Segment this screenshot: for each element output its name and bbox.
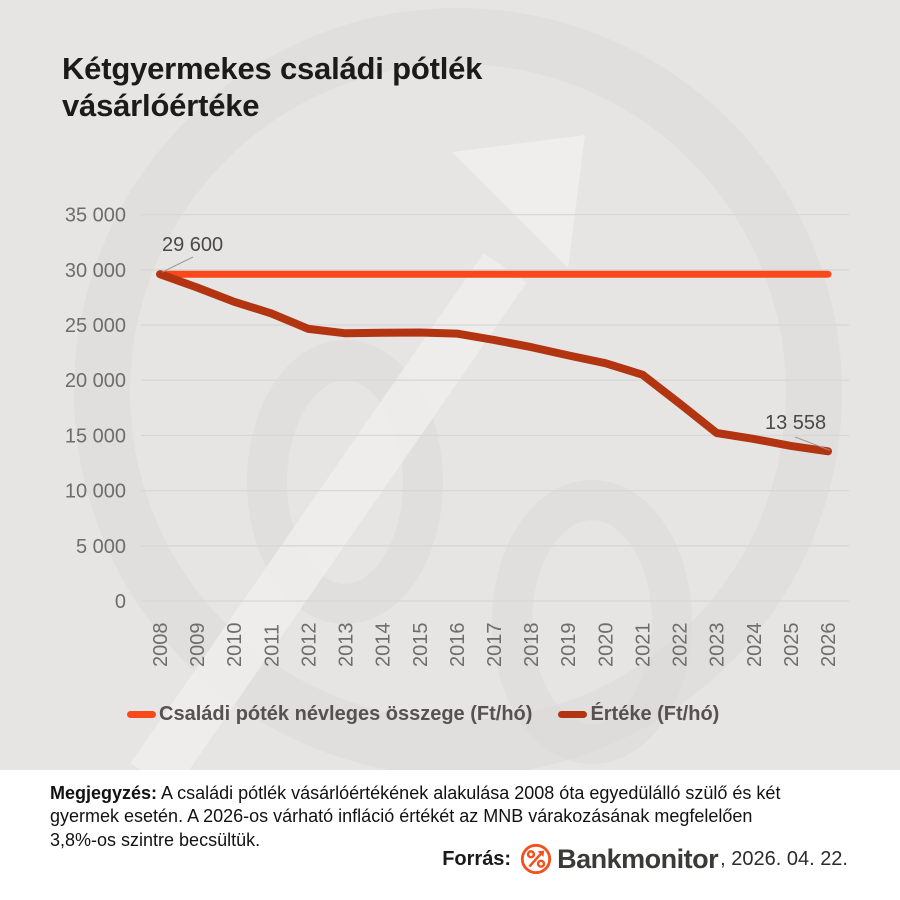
legend-item-nominal: Családi póték névleges összege (Ft/hó)	[127, 703, 532, 726]
svg-text:2008: 2008	[150, 623, 172, 668]
svg-text:2026: 2026	[818, 623, 840, 668]
footnote-line-1: Megjegyzés: A családi pótlék vásárlóérté…	[50, 782, 780, 805]
svg-text:2014: 2014	[373, 623, 395, 668]
chart-title: Kétgyermekes családi pótlék vásárlóérték…	[62, 50, 482, 124]
chart-title-line-2: vásárlóértéke	[62, 88, 260, 124]
svg-text:2015: 2015	[410, 623, 432, 668]
svg-text:13 558: 13 558	[765, 412, 826, 434]
svg-text:2013: 2013	[336, 623, 358, 668]
svg-text:30 000: 30 000	[65, 260, 126, 282]
svg-text:0: 0	[115, 591, 126, 613]
svg-text:2021: 2021	[632, 623, 654, 668]
footnote-label: Megjegyzés:	[50, 783, 158, 803]
nominal-line-swatch	[127, 711, 156, 718]
svg-text:10 000: 10 000	[65, 481, 126, 503]
svg-text:2024: 2024	[744, 623, 766, 668]
source-row: Forrás: Bankmonitor , 2026. 04. 22.	[442, 842, 848, 876]
svg-text:5 000: 5 000	[76, 536, 126, 558]
chart-legend: Családi póték névleges összege (Ft/hó) É…	[127, 703, 887, 726]
chart-panel: Kétgyermekes családi pótlék vásárlóérték…	[0, 0, 900, 770]
svg-text:2018: 2018	[521, 623, 543, 668]
svg-text:2020: 2020	[595, 623, 617, 668]
svg-text:15 000: 15 000	[65, 425, 126, 447]
svg-text:2010: 2010	[224, 623, 246, 668]
source-label: Forrás:	[442, 847, 512, 870]
legend-label-nominal: Családi póték névleges összege (Ft/hó)	[159, 703, 533, 725]
brand-name: Bankmonitor	[557, 843, 719, 874]
footer: Megjegyzés: A családi pótlék vásárlóérté…	[0, 770, 900, 900]
legend-label-real-value: Értéke (Ft/hó)	[590, 703, 720, 725]
chart-plot: 0 5 000 10 000 15 000 20 000 25 000 30 000 35 0…	[65, 205, 849, 668]
svg-text:2016: 2016	[447, 623, 469, 668]
legend-item-real-value: Értéke (Ft/hó)	[558, 703, 719, 726]
svg-text:2009: 2009	[187, 623, 209, 668]
svg-text:2012: 2012	[298, 623, 320, 668]
svg-text:35 000: 35 000	[65, 205, 126, 227]
real-value-line-swatch	[558, 711, 588, 718]
footnote: Megjegyzés: A családi pótlék vásárlóérté…	[50, 782, 780, 852]
svg-text:20 000: 20 000	[65, 370, 126, 392]
svg-text:2023: 2023	[707, 623, 729, 668]
footnote-line-2: gyermek esetén. A 2026-os várható inflác…	[50, 806, 753, 827]
bankmonitor-percent-watermark	[0, 0, 900, 770]
footnote-line-3: 3,8%-os szintre becsültük.	[50, 829, 261, 850]
svg-text:25 000: 25 000	[65, 315, 126, 337]
svg-text:2022: 2022	[670, 623, 692, 668]
svg-text:2019: 2019	[558, 623, 580, 668]
svg-text:2017: 2017	[484, 623, 506, 668]
footnote-line-1-text: A családi pótlék vásárlóértékének alakul…	[157, 783, 781, 803]
svg-text:29 600: 29 600	[162, 234, 223, 256]
chart-title-line-1: Kétgyermekes családi pótlék	[62, 51, 483, 86]
svg-text:2025: 2025	[781, 623, 803, 668]
source-date: , 2026. 04. 22.	[720, 847, 848, 870]
svg-text:2011: 2011	[261, 624, 283, 667]
bankmonitor-logo-icon	[520, 843, 552, 875]
